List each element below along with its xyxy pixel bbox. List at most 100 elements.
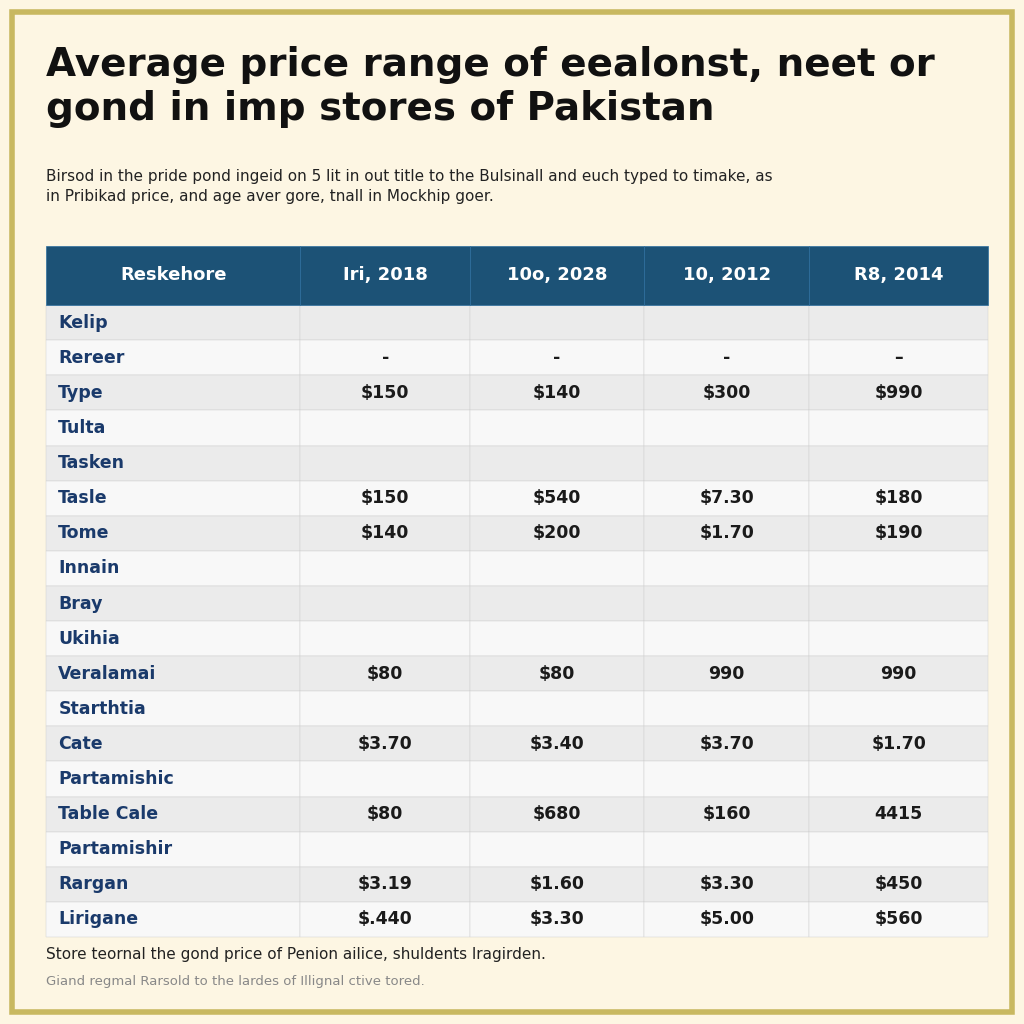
Text: Innain: Innain [58,559,120,578]
Text: Bray: Bray [58,595,102,612]
Bar [300,656,470,691]
Bar [46,516,300,551]
Text: Lirigane: Lirigane [58,910,138,929]
Text: Rereer: Rereer [58,349,125,367]
Bar [470,516,644,551]
Text: Store teornal the gond price of Penion ailice, shuldents lragirden.: Store teornal the gond price of Penion a… [46,947,546,963]
Bar [470,246,644,305]
Bar [470,691,644,726]
Bar [470,445,644,480]
Bar [470,762,644,797]
Text: Type: Type [58,384,104,401]
Bar [644,305,809,340]
Text: –: – [894,349,903,367]
Bar [300,246,470,305]
Text: $140: $140 [532,384,582,401]
Bar [300,445,470,480]
Text: $7.30: $7.30 [699,489,754,507]
Bar [809,691,988,726]
Bar [300,691,470,726]
Bar [46,902,300,937]
Bar [644,726,809,762]
FancyBboxPatch shape [12,12,1012,1012]
Bar [809,340,988,376]
Bar [46,762,300,797]
Bar [300,797,470,831]
Bar [470,726,644,762]
Bar [644,691,809,726]
Bar [809,621,988,656]
Bar [644,246,809,305]
Text: $540: $540 [532,489,582,507]
Bar [46,305,300,340]
Text: $80: $80 [539,665,575,683]
Bar [46,411,300,445]
Bar [809,726,988,762]
Text: Starthtia: Starthtia [58,699,146,718]
Bar [644,621,809,656]
Bar [470,831,644,866]
Text: Table Cale: Table Cale [58,805,159,823]
Bar [470,621,644,656]
Text: $3.30: $3.30 [529,910,585,929]
Bar [300,376,470,411]
Bar [644,762,809,797]
Text: $200: $200 [532,524,582,543]
Text: Kelip: Kelip [58,313,108,332]
Text: $450: $450 [874,876,923,893]
Text: Average price range of eealonst, neet or
gond in imp stores of Pakistan: Average price range of eealonst, neet or… [46,46,935,128]
Bar [644,376,809,411]
Bar [300,586,470,621]
Text: 10o, 2028: 10o, 2028 [507,266,607,285]
Text: $1.70: $1.70 [699,524,754,543]
Bar [809,902,988,937]
Bar [470,411,644,445]
Text: Tulta: Tulta [58,419,106,437]
Text: $3.70: $3.70 [699,735,754,753]
Text: $150: $150 [361,489,410,507]
Text: Giand regmal Rarsold to the lardes of Illignal ctive tored.: Giand regmal Rarsold to the lardes of Il… [46,975,425,988]
Bar [470,656,644,691]
Text: $190: $190 [874,524,923,543]
Bar [46,376,300,411]
Text: Birsod in the pride pond ingeid on 5 lit in out title to the Bulsinall and euch : Birsod in the pride pond ingeid on 5 lit… [46,169,773,204]
Text: $1.70: $1.70 [871,735,926,753]
Text: $80: $80 [367,665,403,683]
Bar [644,586,809,621]
Bar [809,516,988,551]
Bar [300,480,470,516]
Bar [300,411,470,445]
Text: $150: $150 [361,384,410,401]
Text: -: - [553,349,561,367]
Bar [809,246,988,305]
Text: Tome: Tome [58,524,110,543]
Bar [300,726,470,762]
Text: $160: $160 [702,805,751,823]
Bar [46,656,300,691]
Text: Partamishir: Partamishir [58,841,172,858]
Bar [46,866,300,902]
Bar [809,866,988,902]
Text: Reskehore: Reskehore [120,266,226,285]
Bar [470,866,644,902]
Bar [470,902,644,937]
Text: Ukihia: Ukihia [58,630,120,647]
Bar [809,831,988,866]
Bar [46,246,300,305]
Bar [644,902,809,937]
Bar [470,586,644,621]
Bar [46,831,300,866]
Bar [46,551,300,586]
Text: 4415: 4415 [874,805,923,823]
Text: $990: $990 [874,384,923,401]
Text: $80: $80 [367,805,403,823]
Text: Partamishic: Partamishic [58,770,174,788]
Text: $180: $180 [874,489,923,507]
Bar [300,831,470,866]
Bar [644,445,809,480]
Bar [300,621,470,656]
Bar [300,551,470,586]
Bar [644,551,809,586]
Text: $300: $300 [702,384,751,401]
Bar [809,656,988,691]
